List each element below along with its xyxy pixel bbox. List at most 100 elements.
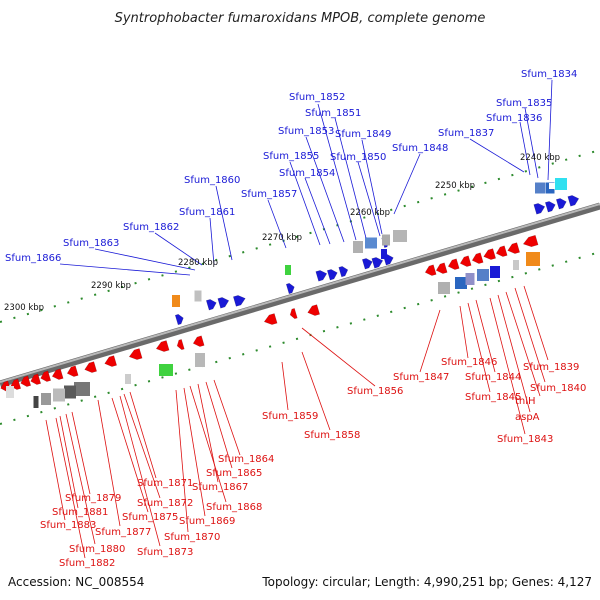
gene-feature-box <box>41 393 51 405</box>
reverse-callout-line <box>129 391 157 479</box>
kbp-label-2250: 2250 kbp <box>435 181 475 191</box>
gene-label: Sfum_1859 <box>262 411 318 422</box>
forward-gene-labels: Sfum_1834 Sfum_1835 Sfum_1836 Sfum_1837 … <box>5 69 577 264</box>
reverse-callout-line <box>281 361 289 411</box>
gene-label: Sfum_1843 <box>497 434 553 445</box>
forward-strand-genes <box>172 178 580 326</box>
forward-callout-line <box>469 138 525 173</box>
reverse-gene-arrow <box>20 375 32 387</box>
forward-callout-line <box>334 117 367 239</box>
reverse-gene-arrow <box>176 339 185 350</box>
forward-gene-arrow <box>544 201 556 213</box>
gene-label: Sfum_1835 <box>496 98 552 109</box>
gene-feature-box <box>382 234 390 246</box>
reverse-gene-arrow <box>471 252 484 264</box>
forward-callout-line <box>547 79 553 181</box>
kbp-label-2290: 2290 kbp <box>91 281 131 291</box>
gene-label: Sfum_1846 <box>441 357 497 368</box>
reverse-callout-line <box>467 302 491 393</box>
reverse-callout-line <box>45 419 66 521</box>
callout-lines <box>45 79 553 559</box>
reverse-gene-labels: Sfum_1839 Sfum_1840 thiH aspA Sfum_1843 … <box>40 357 586 569</box>
gene-feature-box <box>549 183 555 189</box>
forward-callout-line <box>304 177 331 245</box>
gene-label: Sfum_1861 <box>179 207 235 218</box>
gene-feature-box <box>353 241 363 253</box>
gene-label: Sfum_1865 <box>206 468 262 479</box>
reverse-gene-arrow <box>495 245 508 257</box>
gene-label: Sfum_1864 <box>218 454 274 465</box>
gene-label: Sfum_1837 <box>438 128 494 139</box>
forward-callout-line <box>361 139 383 235</box>
gene-label: Sfum_1852 <box>289 92 345 103</box>
reverse-callout-line <box>55 417 86 559</box>
gene-feature-box <box>6 386 14 398</box>
reverse-callout-line <box>189 385 227 503</box>
gene-label: Sfum_1836 <box>486 113 542 124</box>
kbp-labels: 2240 kbp 2250 kbp 2260 kbp 2270 kbp 2280… <box>4 153 560 313</box>
gene-label: Sfum_1883 <box>40 520 96 531</box>
forward-gene-arrow <box>338 266 349 278</box>
gene-label: Sfum_1839 <box>523 362 579 373</box>
forward-gene-arrow <box>371 257 384 269</box>
kbp-label-2240: 2240 kbp <box>520 153 560 163</box>
gene-label: Sfum_1834 <box>521 69 577 80</box>
reverse-callout-line <box>213 379 241 456</box>
gene-feature-box <box>438 282 450 294</box>
reverse-callout-line <box>97 399 121 527</box>
reverse-strand-genes <box>0 234 540 408</box>
reverse-gene-arrow <box>155 340 170 352</box>
kbp-label-2280: 2280 kbp <box>178 258 218 268</box>
reverse-gene-arrow <box>30 373 42 385</box>
gene-label: Sfum_1862 <box>123 222 179 233</box>
reverse-callout-line <box>301 327 376 387</box>
gene-feature-box <box>513 260 519 270</box>
forward-callout-line <box>524 107 539 179</box>
kbp-label-2260: 2260 kbp <box>350 208 390 218</box>
forward-callout-line <box>267 199 287 249</box>
gene-label: Sfum_1868 <box>206 502 262 513</box>
reverse-gene-arrow <box>507 242 521 254</box>
gene-label: Sfum_1880 <box>69 544 125 555</box>
reverse-callout-line <box>123 393 161 499</box>
kbp-label-2300: 2300 kbp <box>4 303 44 313</box>
forward-callout-line <box>357 161 381 237</box>
gene-label: Sfum_1879 <box>65 493 121 504</box>
reverse-callout-line <box>301 351 331 431</box>
gene-feature-box <box>33 396 39 408</box>
forward-callout-line <box>94 248 196 271</box>
reverse-callout-line <box>459 305 469 359</box>
gene-label: Sfum_1856 <box>347 386 403 397</box>
forward-callout-line <box>305 136 345 243</box>
gene-label: Sfum_1854 <box>279 168 335 179</box>
gene-label: Sfum_1845 <box>465 392 521 403</box>
reverse-callout-line <box>71 411 91 495</box>
reverse-gene-arrow <box>435 262 448 274</box>
gene-feature-box <box>555 178 567 190</box>
reverse-gene-arrow <box>459 255 472 267</box>
gene-feature-box <box>172 295 180 307</box>
gene-label: Sfum_1877 <box>95 527 151 538</box>
forward-gene-arrow <box>205 299 217 311</box>
gene-label: Sfum_1848 <box>392 143 448 154</box>
gene-feature-box <box>393 230 407 242</box>
reverse-callout-line <box>505 291 541 397</box>
reverse-callout-line <box>183 387 206 517</box>
reverse-callout-line <box>475 299 496 373</box>
gene-label: Sfum_1853 <box>278 126 334 137</box>
reverse-gene-arrow <box>40 370 52 382</box>
gene-label: Sfum_1882 <box>59 558 115 569</box>
reverse-callout-line <box>205 381 233 469</box>
reverse-gene-arrow <box>447 258 460 270</box>
reverse-gene-arrow <box>51 368 64 380</box>
gene-feature-box <box>535 182 545 194</box>
reverse-gene-arrow <box>289 308 298 319</box>
gene-label: Sfum_1881 <box>52 507 108 518</box>
gene-label: Sfum_1844 <box>465 372 521 383</box>
gene-feature-box <box>194 290 202 302</box>
kbp-label-2270: 2270 kbp <box>262 233 302 243</box>
gene-label: Sfum_1850 <box>330 152 386 163</box>
reverse-gene-arrow <box>192 335 205 347</box>
reverse-callout-line <box>497 294 531 413</box>
forward-gene-arrow <box>567 195 580 207</box>
